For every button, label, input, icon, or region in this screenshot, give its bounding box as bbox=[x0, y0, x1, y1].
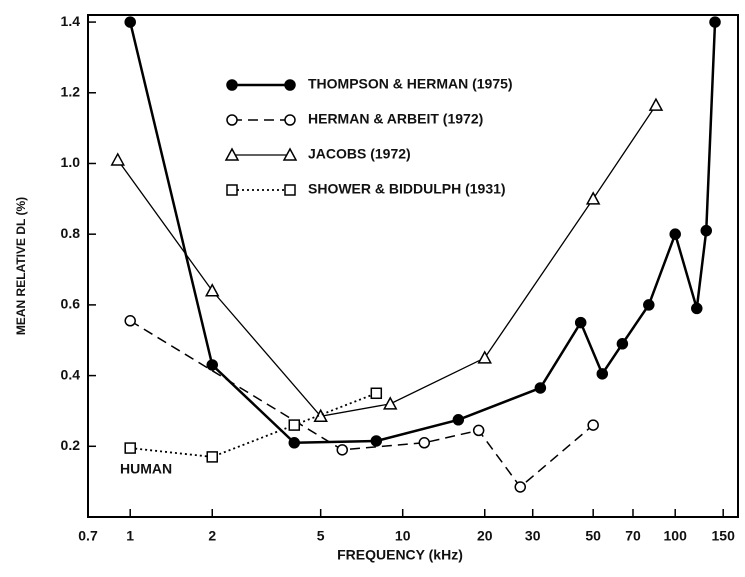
annotation: HUMAN bbox=[120, 461, 172, 477]
point bbox=[382, 396, 398, 410]
legend-marker bbox=[284, 114, 296, 126]
x-tick-label: 150 bbox=[712, 528, 736, 544]
y-tick-label: 0.2 bbox=[61, 437, 81, 453]
point bbox=[709, 16, 721, 28]
point bbox=[596, 368, 609, 380]
point bbox=[514, 481, 527, 493]
point bbox=[643, 299, 655, 311]
x-tick-label: 20 bbox=[477, 528, 493, 544]
point bbox=[288, 419, 301, 431]
point bbox=[648, 97, 664, 111]
point bbox=[204, 283, 220, 297]
point bbox=[124, 16, 136, 28]
point bbox=[472, 424, 485, 437]
point bbox=[336, 444, 349, 456]
point bbox=[700, 224, 713, 237]
point bbox=[370, 435, 383, 447]
point bbox=[206, 359, 218, 371]
y-tick-label: 0.4 bbox=[61, 366, 81, 382]
point bbox=[206, 451, 218, 463]
point bbox=[585, 191, 601, 205]
point bbox=[110, 152, 126, 166]
point bbox=[288, 437, 301, 449]
legend-label: SHOWER & BIDDULPH (1931) bbox=[308, 181, 506, 197]
x-tick-label: 70 bbox=[625, 528, 641, 544]
y-tick-label: 1.2 bbox=[61, 83, 81, 99]
point bbox=[574, 316, 587, 329]
point bbox=[124, 442, 136, 454]
x-tick-label: 2 bbox=[208, 528, 216, 544]
y-tick-label: 0.8 bbox=[61, 225, 81, 241]
point bbox=[587, 419, 599, 431]
y-axis-label: MEAN RELATIVE DL (%) bbox=[14, 197, 28, 335]
y-tick-label: 1.0 bbox=[61, 154, 81, 170]
x-tick-label: 30 bbox=[525, 528, 541, 544]
plot-frame bbox=[87, 14, 739, 518]
y-tick-label: 0.6 bbox=[61, 296, 81, 312]
legend-label: THOMPSON & HERMAN (1975) bbox=[308, 76, 513, 92]
legend-marker bbox=[226, 114, 238, 126]
legend-marker bbox=[224, 147, 240, 161]
x-tick-label: 10 bbox=[395, 528, 411, 544]
legend-marker bbox=[226, 184, 238, 196]
legend-label: JACOBS (1972) bbox=[308, 146, 411, 162]
x-tick-label: 100 bbox=[664, 528, 688, 544]
point bbox=[477, 350, 492, 364]
point bbox=[124, 315, 136, 327]
series-line bbox=[130, 392, 377, 458]
point bbox=[669, 228, 681, 240]
legend-marker bbox=[284, 79, 296, 91]
x-axis-label: FREQUENCY (kHz) bbox=[337, 547, 463, 563]
y-tick-label: 1.4 bbox=[61, 13, 81, 29]
x-tick-label: 50 bbox=[585, 528, 601, 544]
point bbox=[691, 302, 703, 315]
legend-marker bbox=[284, 184, 296, 196]
legend-marker bbox=[226, 79, 238, 91]
series-line bbox=[129, 320, 594, 489]
legend-label: HERMAN & ARBEIT (1972) bbox=[308, 111, 483, 127]
point bbox=[616, 338, 629, 350]
series-line bbox=[128, 21, 717, 445]
point bbox=[370, 387, 383, 400]
x-tick-label: 5 bbox=[317, 528, 325, 544]
x-tick-label: 1 bbox=[126, 528, 134, 544]
point bbox=[418, 437, 431, 449]
point bbox=[534, 382, 547, 394]
legend-marker bbox=[282, 147, 298, 161]
x-tick-label: 0.7 bbox=[78, 528, 98, 544]
point bbox=[452, 414, 465, 426]
